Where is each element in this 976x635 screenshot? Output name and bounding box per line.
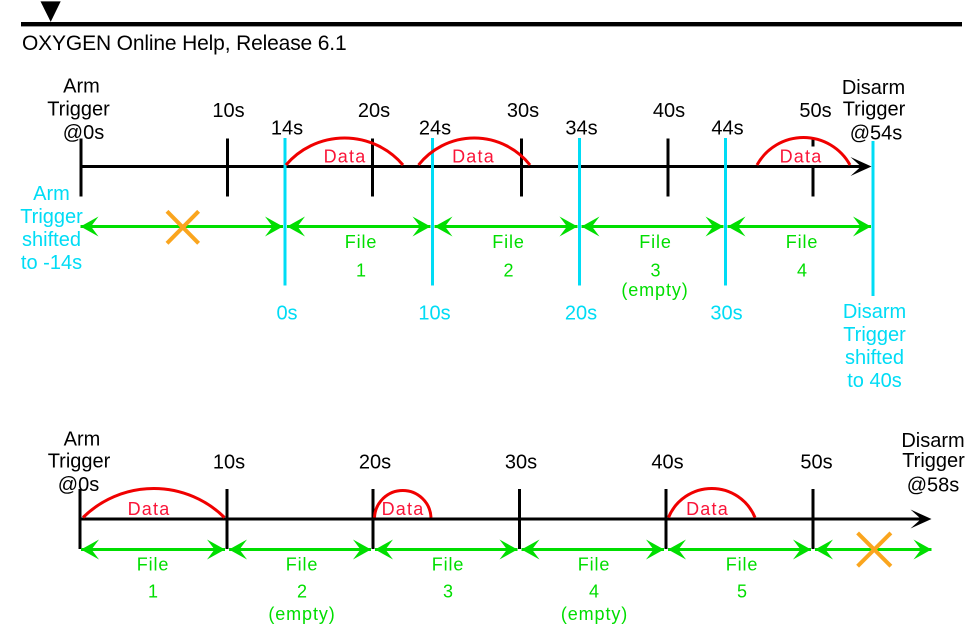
svg-text:File: File: [726, 555, 759, 575]
svg-text:4: 4: [589, 582, 599, 602]
svg-text:@0s: @0s: [58, 474, 99, 496]
svg-text:14s: 14s: [271, 118, 303, 140]
svg-text:Data: Data: [452, 147, 495, 167]
svg-text:Trigger: Trigger: [48, 451, 111, 473]
svg-text:File: File: [578, 555, 611, 575]
svg-text:File: File: [786, 232, 819, 252]
svg-text:Data: Data: [128, 499, 171, 519]
svg-text:Arm: Arm: [33, 183, 70, 205]
svg-text:File: File: [137, 555, 170, 575]
svg-text:30s: 30s: [710, 303, 742, 325]
svg-text:10s: 10s: [418, 303, 450, 325]
svg-text:3: 3: [443, 582, 453, 602]
svg-text:Disarm: Disarm: [843, 301, 906, 323]
svg-text:File: File: [639, 232, 672, 252]
svg-text:30s: 30s: [505, 452, 537, 474]
svg-text:1: 1: [148, 582, 158, 602]
svg-text:10s: 10s: [212, 100, 244, 122]
svg-text:(empty): (empty): [621, 280, 688, 300]
svg-text:File: File: [432, 555, 465, 575]
svg-text:50s: 50s: [800, 452, 832, 474]
svg-text:2: 2: [503, 261, 513, 281]
svg-text:Trigger: Trigger: [843, 99, 906, 121]
svg-text:Data: Data: [686, 499, 729, 519]
svg-text:Arm: Arm: [64, 429, 101, 451]
svg-text:20s: 20s: [565, 303, 597, 325]
svg-text:5: 5: [737, 582, 747, 602]
svg-text:24s: 24s: [419, 118, 451, 140]
svg-text:OXYGEN Online Help, Release 6.: OXYGEN Online Help, Release 6.1: [22, 32, 347, 55]
svg-text:40s: 40s: [653, 100, 685, 122]
svg-text:Trigger: Trigger: [20, 206, 83, 228]
svg-text:Data: Data: [324, 147, 367, 167]
svg-text:2: 2: [297, 582, 307, 602]
svg-text:20s: 20s: [358, 100, 390, 122]
svg-text:3: 3: [650, 261, 660, 281]
svg-text:File: File: [286, 555, 319, 575]
svg-text:Disarm: Disarm: [901, 430, 964, 452]
svg-text:50s: 50s: [799, 100, 831, 122]
svg-text:40s: 40s: [651, 452, 683, 474]
svg-text:10s: 10s: [213, 452, 245, 474]
svg-text:44s: 44s: [711, 118, 743, 140]
svg-text:to 40s: to 40s: [847, 370, 901, 392]
svg-text:Trigger: Trigger: [843, 324, 906, 346]
svg-text:20s: 20s: [359, 452, 391, 474]
svg-text:shifted: shifted: [845, 347, 904, 369]
svg-text:to -14s: to -14s: [21, 252, 82, 274]
svg-text:Arm: Arm: [63, 76, 100, 98]
svg-text:@58s: @58s: [907, 475, 960, 497]
svg-text:Data: Data: [382, 499, 425, 519]
svg-text:4: 4: [797, 261, 807, 281]
svg-text:shifted: shifted: [22, 229, 81, 251]
svg-text:Disarm: Disarm: [842, 77, 905, 99]
svg-text:(empty): (empty): [268, 604, 335, 624]
svg-text:(empty): (empty): [561, 604, 628, 624]
svg-text:Trigger: Trigger: [47, 99, 110, 121]
svg-text:34s: 34s: [565, 118, 597, 140]
svg-text:@54s: @54s: [850, 123, 903, 145]
svg-text:File: File: [492, 232, 525, 252]
svg-text:File: File: [345, 232, 378, 252]
svg-text:30s: 30s: [507, 100, 539, 122]
svg-text:Data: Data: [780, 147, 823, 167]
svg-text:Trigger: Trigger: [902, 450, 965, 472]
svg-text:0s: 0s: [276, 303, 297, 325]
svg-text:@0s: @0s: [63, 122, 104, 144]
svg-text:1: 1: [356, 261, 366, 281]
